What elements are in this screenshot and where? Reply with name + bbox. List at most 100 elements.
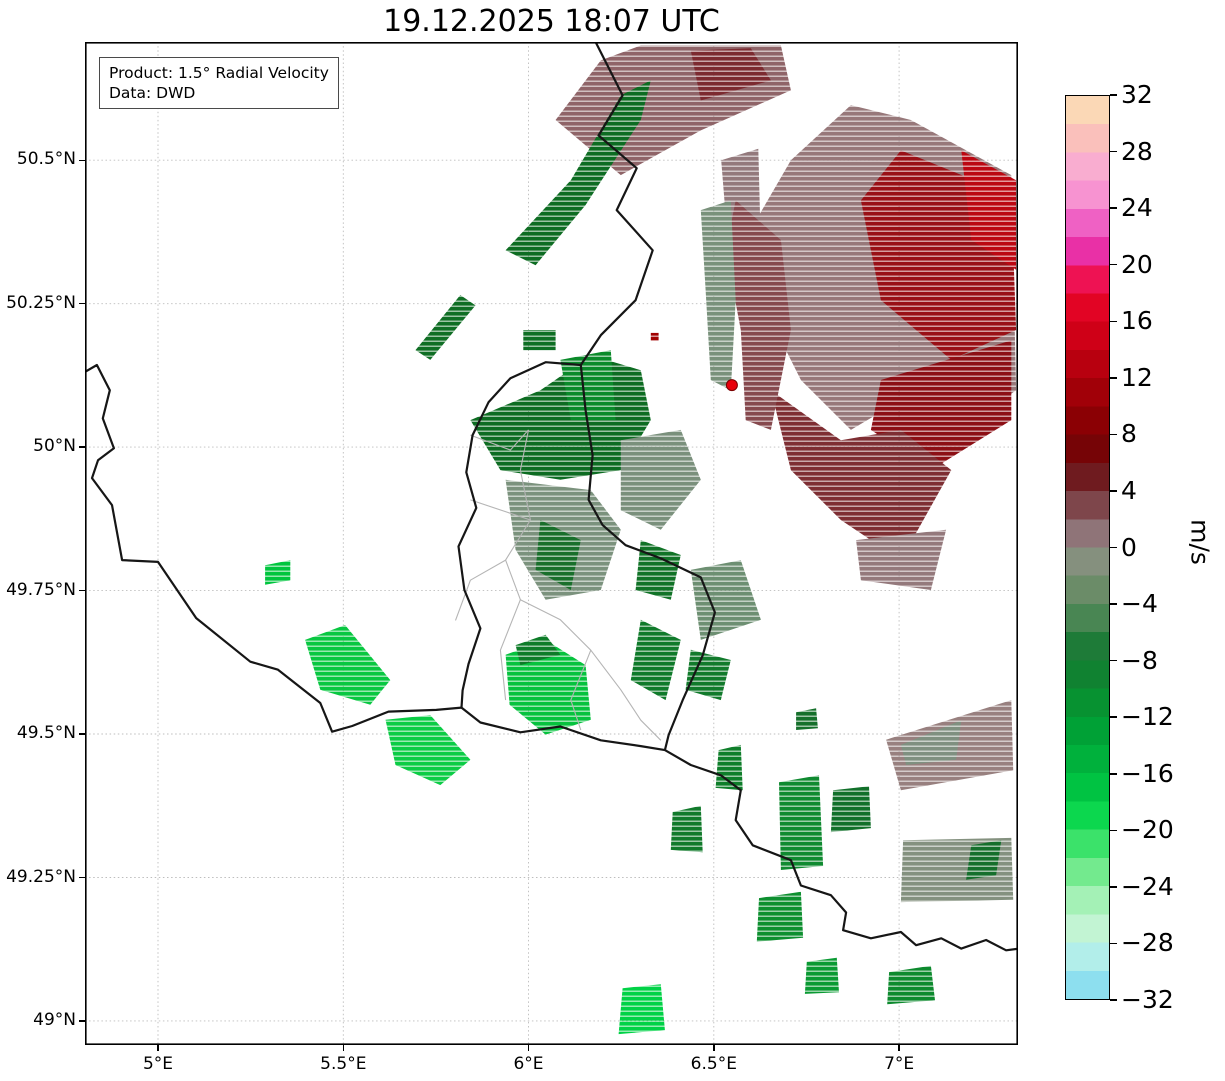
colorbar-tick-label: 16: [1121, 306, 1153, 336]
product-annotation-box: Product: 1.5° Radial Velocity Data: DWD: [99, 57, 339, 109]
y-tick-label: 50.25°N: [6, 292, 76, 313]
radar-region-s-green-1: [715, 744, 743, 791]
x-tick-label: 5.5°E: [320, 1054, 367, 1074]
radar-region-e-graygreen-mid: [620, 429, 701, 530]
colorbar-tickmark: [1110, 829, 1117, 832]
colorbar-tickmark: [1110, 263, 1117, 266]
y-tickmark: [79, 589, 85, 592]
colorbar-tickmark: [1110, 603, 1117, 605]
national-border: [460, 706, 1018, 952]
colorbar-tick-label: 4: [1121, 475, 1137, 505]
x-tickmark: [713, 1045, 715, 1051]
radar-region-arc-graygreen: [690, 560, 761, 640]
radar-region-sw-bright-2: [385, 715, 471, 786]
y-tickmark: [79, 1020, 85, 1022]
radar-region-s-green-7: [887, 965, 935, 1005]
colorbar-tick-label: −16: [1121, 758, 1174, 788]
x-tick-label: 5°E: [142, 1054, 174, 1074]
radar-data-layer: [265, 45, 1017, 1035]
map-canvas: [85, 42, 1018, 1045]
radar-region-s-green-6: [804, 957, 839, 994]
colorbar-tick-label: 28: [1121, 136, 1153, 166]
colorbar-tick-label: 24: [1121, 193, 1153, 223]
colorbar-tickmark: [1110, 377, 1117, 379]
admin-border: [454, 559, 506, 621]
colorbar-tickmark: [1110, 207, 1117, 209]
colorbar-tick-label: −24: [1121, 871, 1174, 901]
y-tickmark: [79, 302, 85, 305]
radar-region-central-green-s-patch: [535, 520, 581, 590]
national-border: [579, 364, 717, 751]
colorbar-tickmark: [1110, 716, 1117, 718]
national-border: [579, 42, 654, 366]
radar-region-nw-green-band: [505, 80, 651, 266]
national-border: [85, 363, 462, 733]
y-tick-label: 49°N: [33, 1009, 76, 1030]
radar-region-radar-graygreen-col: [700, 200, 736, 391]
radar-region-arc-green-3: [685, 649, 731, 701]
colorbar-tickmark: [1110, 433, 1117, 436]
admin-border: [499, 599, 521, 701]
radar-region-red-speck: [650, 332, 659, 341]
radar-region-se-small-green: [796, 708, 818, 730]
colorbar-tickmark: [1110, 659, 1117, 662]
y-tickmark: [79, 446, 85, 448]
radar-region-sw-bright-1: [305, 625, 391, 705]
x-tick-label: 6.5°E: [690, 1054, 737, 1074]
colorbar-tickmark: [1110, 490, 1117, 492]
colorbar-tick-label: 8: [1121, 419, 1137, 449]
colorbar-tick-label: −32: [1121, 985, 1174, 1014]
colorbar-tickmark: [1110, 773, 1117, 775]
data-source-line: Data: DWD: [109, 84, 196, 102]
colorbar-tick-label: −20: [1121, 815, 1174, 845]
admin-border: [470, 499, 531, 521]
colorbar-tickmark: [1110, 546, 1117, 549]
y-tick-label: 50.5°N: [16, 149, 76, 170]
national-borders-layer: [85, 42, 1018, 952]
colorbar-tick-label: −12: [1121, 702, 1174, 732]
radar-site-layer: [725, 379, 738, 392]
radar-region-central-green-bright: [560, 350, 616, 421]
radar-region-e-maroon-ext: [770, 390, 952, 561]
radar-region-arc-green-1: [635, 540, 681, 600]
radar-region-s-green-5: [756, 891, 804, 942]
radar-region-ne-red-bright: [961, 150, 1017, 270]
admin-border: [470, 429, 529, 451]
admin-border: [570, 649, 592, 731]
x-tickmark: [898, 1045, 900, 1051]
radar-region-top-darkred-streak: [690, 48, 771, 101]
y-tick-label: 49.5°N: [16, 723, 76, 743]
page-title: 19.12.2025 18:07 UTC: [383, 4, 720, 39]
radar-region-green-speck: [523, 330, 556, 351]
radar-region-e-grayred-low: [856, 529, 947, 590]
colorbar-tickmark: [1110, 94, 1117, 96]
y-tick-label: 50°N: [33, 436, 76, 457]
colorbar-tick-label: −8: [1121, 645, 1158, 675]
x-tickmark: [527, 1045, 530, 1051]
radar-site-marker: [725, 379, 738, 392]
colorbar-tick-label: −28: [1121, 928, 1174, 958]
radar-region-nw-green-small: [415, 295, 476, 360]
radar-region-sw-tiny-bright: [265, 560, 291, 585]
y-tick-label: 49.75°N: [6, 579, 76, 600]
y-tickmark: [79, 159, 85, 161]
product-line: Product: 1.5° Radial Velocity: [109, 64, 329, 82]
map-plot: Product: 1.5° Radial Velocity Data: DWD: [85, 42, 1018, 1045]
colorbar-tick-label: −4: [1121, 589, 1158, 619]
colorbar-tick-label: 32: [1121, 80, 1153, 109]
colorbar-tick-label: 0: [1121, 532, 1137, 562]
colorbar-tick-label: 12: [1121, 362, 1153, 392]
radar-region-arc-green-2: [630, 619, 681, 701]
y-tick-label: 49.25°N: [6, 866, 76, 887]
radar-region-s-bright-3: [505, 639, 591, 735]
x-tickmark: [157, 1045, 159, 1051]
radar-region-s-green-4: [830, 786, 871, 833]
admin-border: [505, 429, 662, 741]
colorbar-tick-label: 20: [1121, 249, 1153, 279]
y-tickmark: [79, 733, 85, 735]
colorbar-tickmark: [1110, 320, 1117, 322]
radar-region-s-green-2: [670, 805, 703, 853]
x-tick-label: 7°E: [884, 1054, 915, 1074]
x-tickmark: [342, 1045, 344, 1051]
